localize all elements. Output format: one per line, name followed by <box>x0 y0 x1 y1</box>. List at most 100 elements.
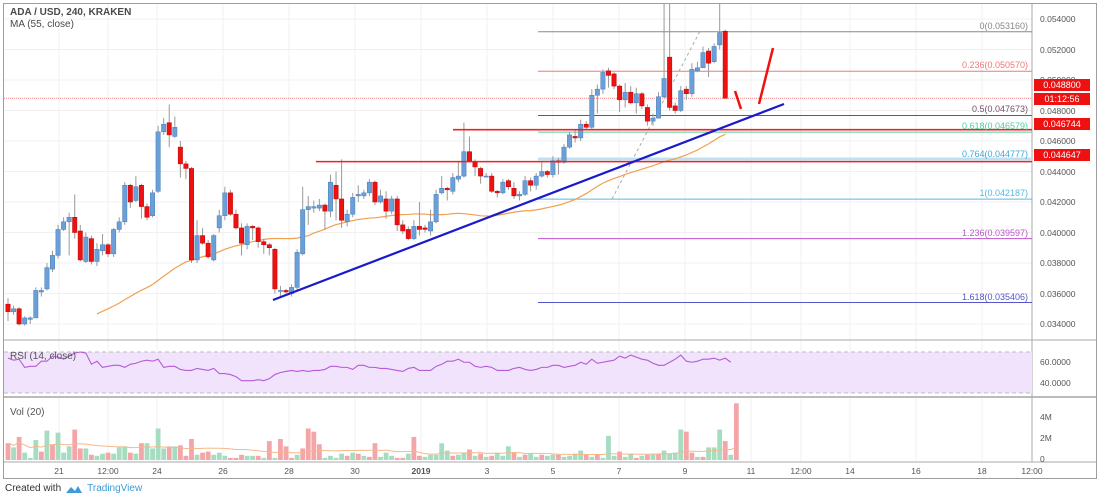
candle-up <box>361 192 367 197</box>
volume-bar <box>372 443 378 460</box>
candle-down <box>617 85 623 101</box>
candle-down <box>5 303 11 313</box>
candle-up <box>294 252 300 288</box>
volume-bar <box>278 439 283 460</box>
volume-bar <box>728 454 734 460</box>
volume-bar <box>127 452 133 460</box>
volume-bar <box>283 446 289 460</box>
time-tick-label: 21 <box>54 466 64 476</box>
candle-down <box>200 235 206 244</box>
volume-bar <box>194 454 200 460</box>
fib-level-label: 1(0.042187) <box>979 188 1028 199</box>
candle-up <box>38 290 44 293</box>
volume-bar <box>683 431 689 460</box>
candle-up <box>155 131 161 192</box>
candle-up <box>428 221 434 232</box>
volume-bar <box>494 452 500 460</box>
volume-bar <box>5 443 11 460</box>
volume-bar <box>695 456 700 460</box>
volume-bar <box>433 454 439 460</box>
volume-bar <box>583 454 589 460</box>
volume-bar <box>166 446 172 460</box>
candle-up <box>50 255 55 270</box>
candle-down <box>239 227 244 244</box>
rsi-label[interactable]: RSI (14, close) <box>10 351 77 362</box>
volume-bar <box>472 455 478 460</box>
time-tick-label: 9 <box>682 466 688 476</box>
candle-down <box>667 56 673 108</box>
ma-indicator-label[interactable]: MA (55, close) <box>10 19 74 30</box>
candle-up <box>717 32 723 46</box>
volume-bar <box>333 457 339 460</box>
price-tick-label: 0.042000 <box>1040 197 1076 207</box>
candle-down <box>672 105 678 111</box>
candle-up <box>455 175 461 180</box>
candle-down <box>394 198 400 226</box>
volume-bar <box>717 429 723 460</box>
candle-up <box>589 95 595 128</box>
time-tick-label: 28 <box>284 466 294 476</box>
volume-bar <box>483 456 489 460</box>
rsi-tick-label: 60.0000 <box>1040 357 1071 368</box>
price-tick-label: 0.040000 <box>1040 227 1076 238</box>
time-tick-label: 14 <box>845 466 855 476</box>
volume-bar <box>55 432 61 460</box>
volume-label[interactable]: Vol (20) <box>10 407 45 418</box>
volume-bar <box>272 457 278 460</box>
volume-bar <box>355 453 361 460</box>
candle-down <box>372 181 378 203</box>
volume-bar <box>289 457 294 460</box>
price-tick-label: 0.044000 <box>1040 166 1076 177</box>
volume-bar <box>144 443 150 460</box>
volume-bar <box>139 443 144 460</box>
symbol-title[interactable]: ADA / USD, 240, KRAKEN <box>10 7 132 18</box>
time-tick-label: 12:00 <box>1021 466 1043 476</box>
volume-bar <box>177 445 183 460</box>
volume-bar <box>189 439 194 460</box>
candle-down <box>472 162 478 168</box>
volume-bar <box>367 456 372 460</box>
tradingview-link[interactable]: TradingView <box>87 483 143 494</box>
candle-down <box>166 122 172 136</box>
price-tag: 0.048800 <box>1034 79 1090 91</box>
candle-up <box>277 290 283 292</box>
candle-up <box>594 88 600 96</box>
volume-bar <box>361 455 367 460</box>
candle-down <box>333 184 339 200</box>
candle-up <box>94 249 100 262</box>
volume-bar <box>244 455 250 460</box>
candle-up <box>711 46 717 62</box>
fib-level-label: 0.764(0.044777) <box>961 148 1028 159</box>
price-tick-label: 0.054000 <box>1040 14 1076 24</box>
volume-bar <box>89 454 94 460</box>
candle-up <box>44 267 50 290</box>
candle-up <box>567 134 573 148</box>
candle-up <box>522 180 528 195</box>
volume-bar <box>633 457 639 460</box>
volume-bar <box>378 456 383 460</box>
volume-bar <box>544 455 550 460</box>
candle-up <box>55 229 61 256</box>
candle-up <box>66 217 72 223</box>
rsi-tick-label: 40.0000 <box>1040 377 1071 388</box>
candle-up <box>450 177 456 192</box>
volume-bar <box>422 456 428 460</box>
candle-down <box>511 188 517 197</box>
candle-down <box>383 198 389 212</box>
volume-bar <box>511 452 517 460</box>
candle-down <box>138 184 144 207</box>
candle-up <box>33 290 39 319</box>
time-tick-label: 12:00 <box>97 466 119 476</box>
fib-level-label: 0(0.053160) <box>979 20 1028 31</box>
volume-bar <box>428 454 433 460</box>
volume-bar <box>316 444 322 460</box>
time-tick-label: 11 <box>746 466 756 476</box>
price-tag: 01:12:56 <box>1034 93 1090 105</box>
volume-bar <box>150 448 155 460</box>
candle-up <box>650 117 656 122</box>
candle-down <box>606 70 611 76</box>
candle-down <box>272 249 278 290</box>
volume-bar <box>450 455 456 460</box>
candle-down <box>572 136 578 139</box>
